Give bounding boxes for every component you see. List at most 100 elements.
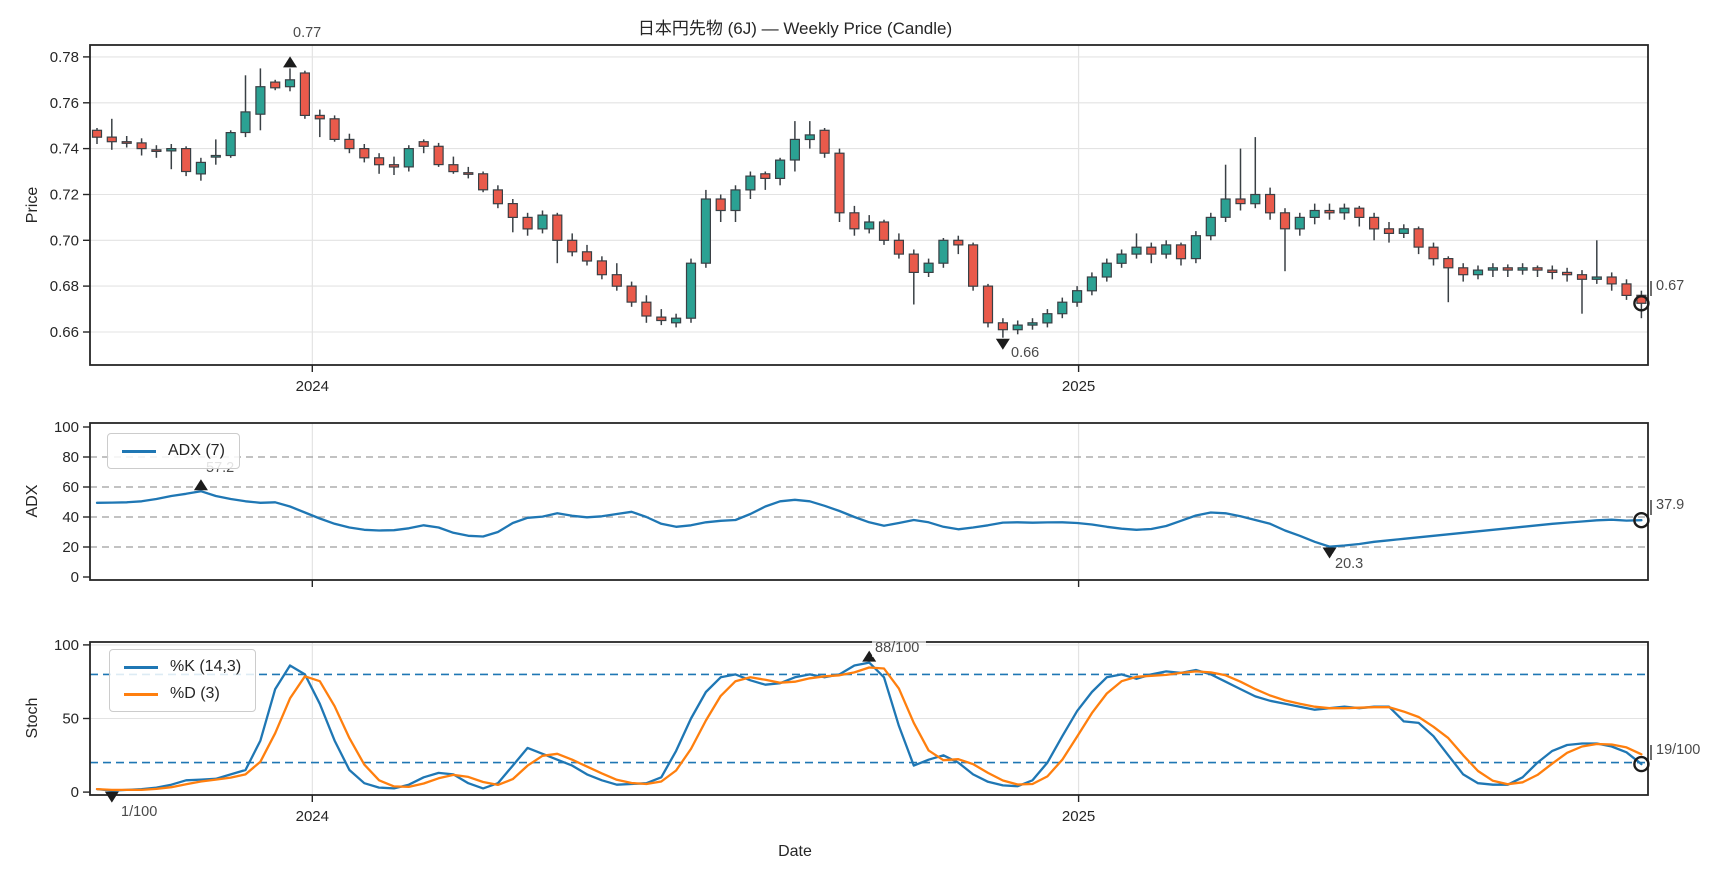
candle-body-97: [1532, 267, 1543, 271]
adx-low-marker-icon: [1322, 547, 1337, 559]
adx-annotation-37.9: 37.9: [1656, 497, 1684, 513]
candle-body-2: [121, 141, 132, 144]
stoch-ytick-label-0: 0: [71, 784, 79, 801]
stoch-annotation-88-100: 88/100: [875, 640, 919, 656]
price-annotation-0.67: 0.67: [1656, 278, 1684, 294]
adx-ytick-label-40: 40: [62, 509, 79, 526]
price-last-value-marker-icon: [1633, 295, 1650, 312]
price-ytick-label-0.78: 0.78: [50, 49, 79, 66]
candle-body-7: [195, 161, 206, 175]
candle-body-100: [1576, 274, 1588, 280]
stoch-k-legend-label: %K (14,3): [170, 658, 242, 675]
candle-body-98: [1547, 269, 1558, 274]
candle-body-76: [1220, 198, 1231, 218]
candle-body-48: [804, 134, 815, 141]
candle-body-16: [329, 118, 340, 141]
candle-body-33: [581, 251, 593, 262]
candle-body-25: [463, 172, 474, 175]
candle-body-95: [1502, 267, 1513, 271]
candle-body-63: [1027, 322, 1038, 326]
candle-body-74: [1190, 235, 1202, 260]
candle-body-13: [284, 79, 296, 88]
candle-body-102: [1606, 276, 1617, 285]
adx-annotation-bg: [1332, 554, 1370, 573]
candle-body-71: [1146, 246, 1157, 255]
stoch-series-line-0: [95, 661, 1643, 792]
candle-body-44: [745, 175, 756, 191]
candle-body-5: [166, 148, 177, 152]
candle-body-79: [1264, 193, 1276, 214]
stoch-ytick-label-50: 50: [62, 711, 79, 728]
stoch-k-line-sample-icon: [124, 665, 158, 669]
price-panel-border: [89, 44, 1649, 366]
candle-body-65: [1057, 301, 1068, 315]
candle-body-18: [359, 148, 370, 159]
candle-body-22: [418, 141, 429, 147]
candle-body-84: [1339, 207, 1350, 214]
stoch-annotation-bg: [1653, 740, 1707, 759]
candle-body-42: [715, 198, 726, 212]
candle-body-26: [478, 173, 489, 191]
price-ytick-label-0.74: 0.74: [50, 141, 79, 158]
stoch-high-marker-icon: [862, 650, 877, 662]
candle-body-72: [1161, 244, 1172, 255]
candle-body-30: [537, 214, 548, 230]
price-high-marker-icon: [283, 56, 298, 68]
candle-body-88: [1398, 228, 1409, 235]
stoch-xtick-label-2025: 2025: [1062, 808, 1095, 825]
candle-body-17: [344, 138, 355, 150]
chart-title: 日本円先物 (6J) — Weekly Price (Candle): [637, 19, 953, 38]
candle-body-57: [938, 239, 949, 264]
stoch-axis-label: Stoch: [24, 697, 41, 739]
candle-body-47: [789, 138, 801, 161]
adx-series-line-0: [95, 490, 1643, 548]
price-annotation-0.77: 0.77: [293, 25, 321, 41]
candle-body-54: [893, 239, 905, 255]
stoch-d-legend-label: %D (3): [170, 685, 220, 702]
candle-body-29: [522, 216, 533, 230]
price-ytick-label-0.66: 0.66: [50, 324, 79, 341]
candle-body-9: [225, 132, 236, 157]
candle-body-12: [270, 81, 281, 89]
date-axis-label: Date: [778, 843, 812, 860]
stoch-legend: %K (14,3) %D (3): [109, 649, 257, 712]
candle-body-64: [1042, 313, 1053, 324]
candle-body-21: [403, 148, 414, 168]
candle-body-94: [1487, 267, 1499, 271]
candle-body-27: [492, 189, 503, 205]
candle-body-31: [552, 214, 563, 241]
candle-body-93: [1472, 269, 1484, 276]
candle-body-41: [700, 198, 712, 264]
candle-body-24: [448, 164, 459, 173]
candle-body-15: [314, 114, 325, 120]
candle-body-87: [1383, 228, 1395, 235]
adx-legend: ADX (7): [107, 433, 240, 469]
candle-body-28: [507, 203, 518, 219]
stoch-last-value-marker-icon: [1633, 755, 1650, 773]
candle-body-89: [1413, 228, 1424, 248]
stoch-low-marker-icon: [104, 791, 119, 803]
candle-body-90: [1428, 246, 1439, 260]
candle-body-68: [1101, 262, 1112, 278]
stoch-annotation-bg: [118, 802, 164, 821]
adx-axis-label: ADX: [24, 484, 41, 518]
candle-body-91: [1443, 258, 1454, 269]
candle-body-51: [849, 212, 860, 230]
adx-panel-border: [89, 422, 1649, 581]
price-annotation-bg: [1653, 276, 1691, 295]
price-ytick-label-0.7: 0.70: [50, 232, 79, 249]
candle-body-83: [1324, 209, 1335, 214]
candle-body-35: [611, 274, 622, 287]
candle-body-61: [997, 322, 1009, 331]
candle-body-11: [255, 86, 266, 115]
candle-body-96: [1517, 267, 1528, 271]
candle-body-46: [774, 159, 786, 180]
candle-body-73: [1175, 244, 1187, 260]
candle-body-75: [1205, 216, 1216, 237]
candle-body-99: [1561, 271, 1573, 276]
candle-body-59: [967, 244, 979, 287]
candle-body-1: [106, 136, 117, 143]
candle-body-52: [864, 221, 875, 230]
